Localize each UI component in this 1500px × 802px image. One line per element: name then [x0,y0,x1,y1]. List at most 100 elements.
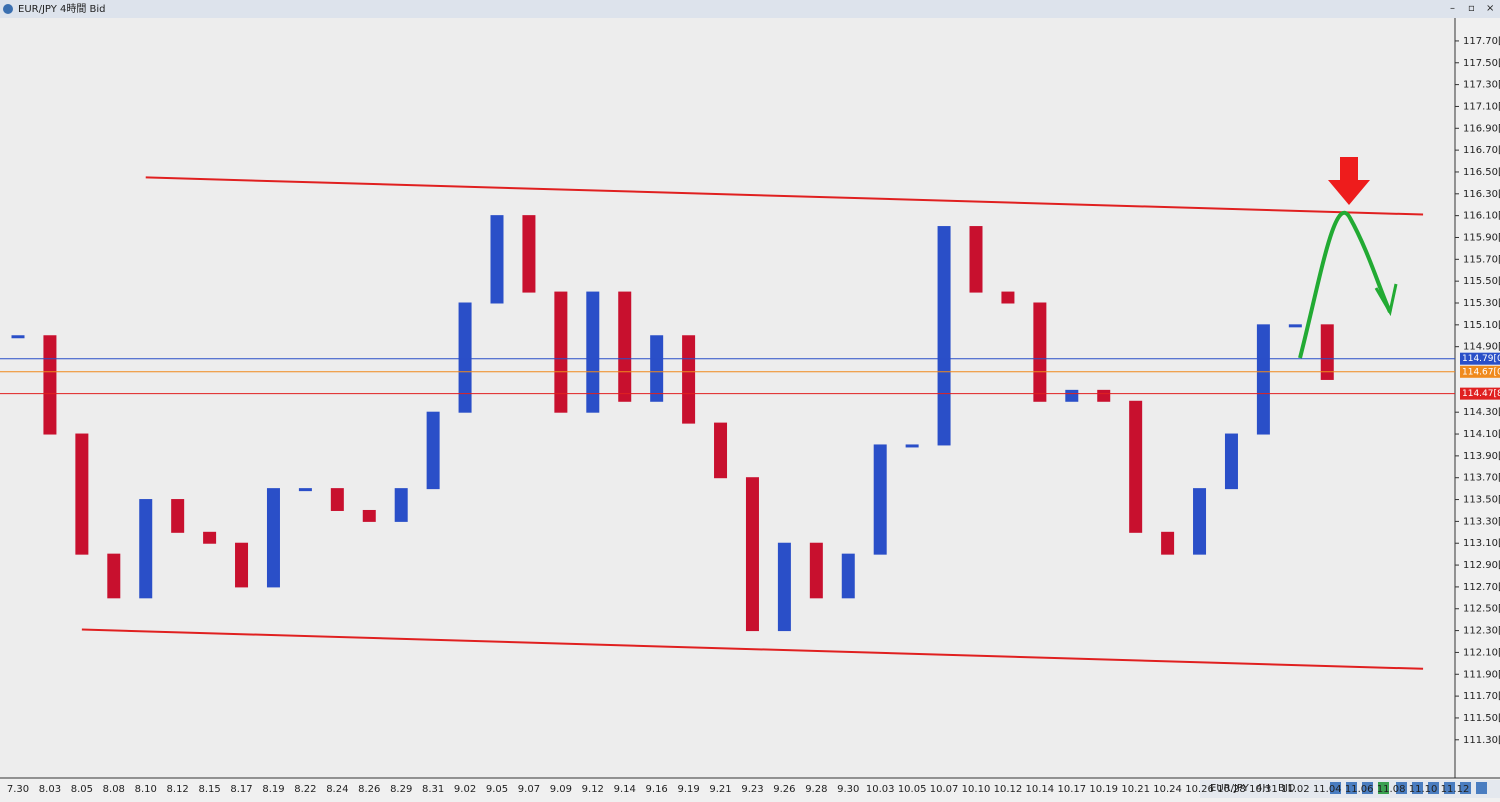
candle [777,542,791,632]
close-button[interactable]: × [1486,3,1494,14]
plot [0,176,1455,670]
timeframe-dropdown[interactable]: 4H [1256,783,1270,794]
x-tick-label: 9.28 [805,784,827,795]
x-tick-label: 8.12 [167,784,189,795]
x-tick-label: 10.12 [994,784,1023,795]
x-tick-label: 8.19 [262,784,284,795]
y-tick-label: 111.50[0] [1463,713,1500,724]
x-tick-label: 9.02 [454,784,476,795]
candle [1129,400,1143,533]
x-tick-label: 9.14 [614,784,636,795]
x-tick-label: 8.22 [294,784,316,795]
x-tick-label: 8.31 [422,784,444,795]
candle [618,291,632,402]
candle [809,542,823,599]
y-tick-label: 112.50[0] [1463,604,1500,615]
y-tick-label: 114.90[0] [1463,342,1500,353]
candle [905,444,919,448]
y-tick-label: 115.90[0] [1463,232,1500,243]
x-tick-label: 9.26 [773,784,795,795]
side-dropdown[interactable]: BID [1278,783,1296,794]
x-tick-label: 9.12 [582,784,604,795]
x-tick-label: 8.24 [326,784,348,795]
x-tick-label: 10.05 [898,784,927,795]
candle [11,335,25,339]
x-tick-label: 11.08 [1377,784,1406,795]
x-tick-label: 9.05 [486,784,508,795]
x-tick-label: 9.16 [646,784,668,795]
y-tick-label: 112.30[0] [1463,626,1500,637]
candle [171,499,185,533]
y-tick-label: 116.30[0] [1463,189,1500,200]
y-tick-label: 115.50[0] [1463,276,1500,287]
y-tick-label: 113.10[0] [1463,538,1500,549]
candle [554,291,568,413]
y-tick-label: 113.50[0] [1463,495,1500,506]
candle [1033,302,1047,402]
price-tag-label: 114.67[0] [1462,367,1500,377]
y-tick-label: 116.90[0] [1463,123,1500,134]
x-tick-label: 11.04 [1313,784,1342,795]
minimize-button[interactable]: – [1450,3,1455,14]
y-tick-label: 111.70[0] [1463,691,1500,702]
y-tick-label: 111.30[0] [1463,735,1500,746]
y-tick-label: 116.70[0] [1463,145,1500,156]
candle [586,291,600,413]
y-tick-label: 114.30[0] [1463,407,1500,418]
candle [1097,389,1111,402]
candle [1256,324,1270,435]
candle [362,509,376,522]
maximize-button[interactable]: ▫ [1468,3,1475,14]
candle [1193,488,1207,555]
y-tick-label: 115.30[0] [1463,298,1500,309]
candle [298,488,312,492]
candle [1161,531,1175,555]
y-tick-label: 117.50[0] [1463,58,1500,69]
candle [43,335,57,435]
candle [266,488,280,588]
x-tick-label: 9.09 [550,784,572,795]
x-tick-label: 9.30 [837,784,859,795]
candle [682,335,696,424]
x-tick-label: 10.07 [930,784,959,795]
y-tick-label: 114.10[0] [1463,429,1500,440]
toolbar-icons[interactable] [1330,782,1487,794]
candle [714,422,728,479]
candle [235,542,249,588]
candle [1224,433,1238,490]
x-tick-label: 8.05 [71,784,93,795]
y-tick-label: 117.10[0] [1463,101,1500,112]
y-tick-label: 113.90[0] [1463,451,1500,462]
symbol-dropdown[interactable]: EUR/JPY [1210,783,1250,794]
candle [937,226,951,446]
candle [969,226,983,293]
y-tick-label: 117.30[0] [1463,80,1500,91]
x-tick-label: 10.19 [1089,784,1118,795]
x-tick-label: 8.15 [198,784,220,795]
x-tick-label: 9.19 [677,784,699,795]
candle [650,335,664,402]
candle [75,433,89,555]
candle [745,477,759,632]
candle [426,411,440,490]
price-tag-label: 114.47[8] [1462,389,1500,399]
x-tick-label: 10.24 [1153,784,1182,795]
forecast-arrowhead [1374,283,1398,317]
x-tick-label: 8.29 [390,784,412,795]
candle [1001,291,1015,304]
x-tick-label: 11.12 [1441,784,1470,795]
x-tick-label: 10.10 [962,784,991,795]
price-tag [1460,387,1500,400]
candle [458,302,472,413]
candle [394,488,408,522]
x-tick-label: 11.02 [1281,784,1310,795]
y-tick-label: 111.90[0] [1463,669,1500,680]
y-tick-label: 117.70[0] [1463,36,1500,47]
y-tick-label: 113.70[0] [1463,473,1500,484]
candle [1288,324,1302,328]
x-tick-label: 10.03 [866,784,895,795]
forecast-curve [1298,210,1392,359]
x-tick-label: 8.10 [135,784,157,795]
